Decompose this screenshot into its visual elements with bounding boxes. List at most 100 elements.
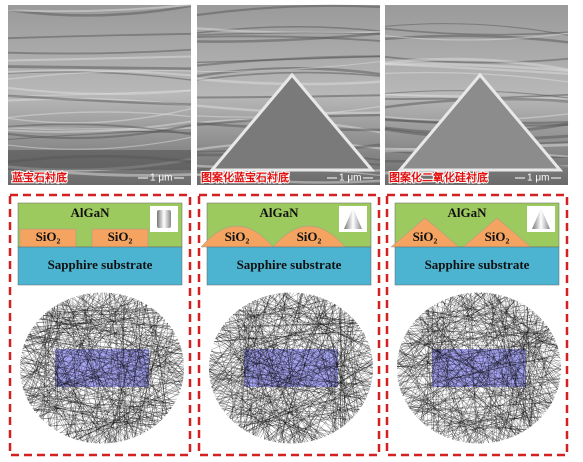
ray <box>81 294 107 444</box>
ray <box>104 314 161 444</box>
ray <box>22 386 172 408</box>
ray <box>464 293 543 417</box>
ray <box>280 297 321 443</box>
ray <box>209 377 318 440</box>
ray <box>499 294 513 437</box>
sio2-island <box>200 225 274 248</box>
ray <box>323 298 337 432</box>
sem-texture <box>384 62 569 73</box>
ray <box>83 294 101 444</box>
ray <box>268 335 366 441</box>
ray <box>495 293 558 390</box>
ray <box>235 311 255 436</box>
ray <box>40 307 54 419</box>
ray <box>41 317 183 356</box>
ray <box>145 304 172 410</box>
sem-texture <box>196 55 381 67</box>
ray <box>351 317 358 413</box>
ray <box>405 333 557 345</box>
sem-texture <box>7 32 192 40</box>
ray <box>498 297 508 442</box>
ray <box>83 294 182 350</box>
ray <box>209 373 331 435</box>
ray <box>231 292 290 421</box>
ray <box>242 306 254 435</box>
ray <box>47 311 170 412</box>
ray <box>252 301 269 441</box>
ray <box>219 330 300 444</box>
ray <box>270 294 364 404</box>
pattern-cone <box>208 72 376 172</box>
ray <box>20 294 85 374</box>
ray <box>424 311 522 433</box>
ray <box>473 292 559 348</box>
ray <box>333 303 363 406</box>
ray <box>259 298 373 359</box>
ray <box>87 297 131 443</box>
ray <box>149 330 174 430</box>
ray <box>47 311 138 437</box>
ray <box>397 360 461 442</box>
ray <box>147 329 173 431</box>
ray <box>20 304 148 380</box>
ray <box>27 304 59 400</box>
ray <box>255 299 285 444</box>
ray <box>68 299 112 444</box>
ray <box>510 298 536 423</box>
ray <box>410 296 507 328</box>
sem-texture <box>384 23 569 36</box>
ray <box>124 304 147 441</box>
ray <box>225 322 271 442</box>
sio2-label: SiO₂ <box>225 229 250 244</box>
ray <box>253 293 304 436</box>
ray <box>62 302 88 443</box>
sem-texture <box>196 71 381 81</box>
sem-label: 蓝宝石衬底 <box>12 170 67 184</box>
substrate-label: Sapphire substrate <box>237 257 342 272</box>
ray <box>273 298 325 442</box>
ray <box>87 372 184 443</box>
ray <box>56 350 182 431</box>
ray <box>226 408 360 416</box>
ray <box>309 294 363 406</box>
ray <box>458 294 531 427</box>
ray <box>43 315 179 341</box>
ray <box>51 308 159 314</box>
sapphire-layer <box>206 246 372 286</box>
cylinder-icon <box>157 210 171 228</box>
ray <box>265 296 300 444</box>
ray <box>215 295 315 339</box>
ray <box>399 348 442 436</box>
ray <box>402 296 505 396</box>
ray <box>28 334 184 360</box>
ray <box>254 300 358 325</box>
ray <box>407 330 552 334</box>
ray <box>22 349 180 393</box>
ray <box>210 354 274 442</box>
ray <box>468 298 511 443</box>
ray <box>267 376 373 441</box>
sio2-island <box>272 225 346 248</box>
ray <box>281 292 373 375</box>
ray <box>23 390 122 442</box>
ray <box>216 336 241 428</box>
ray <box>283 298 324 444</box>
ray <box>416 294 459 417</box>
ray <box>24 343 70 438</box>
sem-texture <box>196 4 381 17</box>
sem-texture <box>7 55 192 62</box>
ray <box>62 301 136 437</box>
ray <box>473 316 540 444</box>
ray <box>213 292 295 392</box>
ray <box>217 334 372 385</box>
ray <box>459 294 533 426</box>
ray <box>481 292 532 427</box>
ray <box>61 302 180 393</box>
ray <box>407 330 482 444</box>
ray <box>21 355 159 423</box>
ray <box>43 315 50 426</box>
sio2-label: SiO₂ <box>36 229 61 244</box>
ray <box>240 388 370 428</box>
ray <box>437 303 439 434</box>
ray <box>303 293 343 427</box>
